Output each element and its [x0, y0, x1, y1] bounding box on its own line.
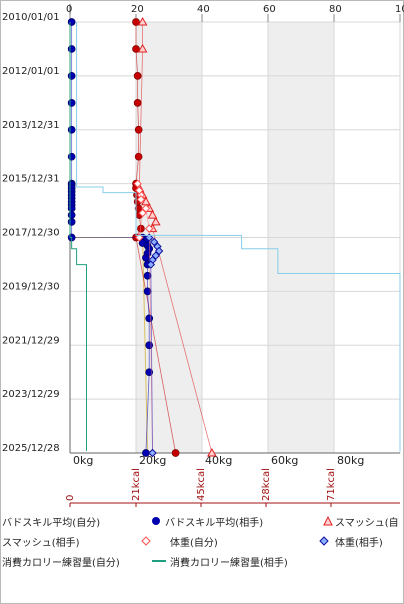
series-1-point-15	[67, 211, 76, 219]
legend-label: スマッシュ(自	[335, 518, 399, 529]
series-2-point-6	[147, 210, 158, 219]
legend-marker-line-green	[152, 555, 166, 570]
series-4-point-1	[135, 186, 144, 195]
series-1-point-2	[67, 72, 76, 80]
legend-label: スマッシュ(相手)	[2, 538, 80, 549]
date-tick-label-5: 2019/12/30	[2, 281, 60, 292]
series-0-point-2	[133, 72, 142, 80]
series-1-point-5	[67, 152, 76, 161]
series-5-point-3	[154, 246, 164, 256]
series-line-3	[140, 194, 153, 454]
top-tick-label-1: 20	[131, 4, 144, 15]
calorie-tick-label-2: 45kcal	[196, 468, 207, 501]
series-0-point-14	[171, 449, 180, 457]
date-tick-label-0: 2010/01/01	[2, 12, 60, 23]
series-1-point-16	[67, 218, 76, 226]
top-tick-label-2: 40	[197, 4, 210, 15]
legend-marker-diamond-open-red	[140, 535, 152, 550]
series-2-point-0	[137, 16, 148, 26]
date-tick-label-2: 2013/12/31	[2, 120, 60, 131]
series-3-point-1	[141, 204, 151, 213]
series-4-point-3	[138, 208, 147, 218]
series-1-point-14	[67, 204, 76, 213]
series-1-point-4	[67, 125, 76, 134]
series-0-point-3	[133, 99, 142, 107]
series-1-point-1	[67, 45, 76, 53]
calorie-tick-label-1: 21kcal	[131, 468, 142, 501]
series-1-point-24	[142, 253, 150, 262]
legend-label: 消費カロリー練習量(相手)	[170, 558, 288, 569]
series-4-point-2	[136, 195, 146, 204]
top-tick-label-0: 0	[66, 4, 72, 15]
weight-tick-label-3: 60kg	[271, 454, 298, 467]
weight-tick-label-2: 40kg	[205, 454, 232, 467]
series-3-point-2	[144, 224, 154, 233]
top-tick-label-5: 10	[395, 4, 404, 15]
series-5-point-7	[148, 448, 157, 458]
legend-label: バドスキル平均(相手)	[165, 518, 264, 529]
series-5-point-4	[151, 251, 161, 260]
top-tick-label-4: 80	[329, 4, 342, 15]
series-5-point-6	[146, 260, 156, 269]
calorie-tick-label-3: 28kcal	[261, 468, 272, 501]
series-0-point-0	[132, 18, 140, 26]
series-1-point-3	[67, 99, 76, 107]
date-tick-label-8: 2025/12/28	[2, 443, 60, 454]
calorie-tick-label-0: 0	[65, 495, 76, 501]
series-0-point-1	[132, 45, 140, 53]
weight-tick-label-0: 0kg	[73, 454, 93, 467]
legend-label: バドスキル平均(自分)	[2, 518, 101, 529]
series-5-point-0	[144, 233, 154, 242]
series-4-point-0	[133, 179, 142, 188]
top-tick-label-3: 60	[263, 4, 276, 15]
weight-tick-label-1: 20kg	[139, 454, 166, 467]
calorie-tick-label-4: 71kcal	[326, 468, 337, 501]
legend-marker-circle-blue	[150, 515, 162, 530]
date-tick-label-7: 2023/12/29	[2, 389, 60, 400]
date-tick-label-3: 2015/12/31	[2, 174, 60, 185]
legend-label: 体重(自分)	[170, 538, 218, 549]
legend-label: 消費カロリー練習量(自分)	[2, 558, 120, 569]
legend-marker-triangle-red	[322, 515, 334, 530]
date-tick-label-1: 2012/01/01	[2, 66, 60, 77]
legend-label: 体重(相手)	[335, 538, 383, 549]
series-5-point-1	[149, 237, 159, 247]
series-line-7	[69, 22, 87, 452]
series-1-point-0	[67, 18, 76, 26]
series-line-6	[76, 22, 401, 452]
date-tick-label-6: 2021/12/29	[2, 335, 60, 346]
series-0-point-5	[134, 152, 143, 161]
legend-marker-diamond-blue	[318, 535, 330, 550]
series-2-point-9	[207, 447, 217, 457]
date-tick-label-4: 2017/12/30	[2, 228, 60, 239]
series-2-point-1	[137, 43, 148, 53]
series-2-point-7	[150, 216, 161, 226]
weight-tick-label-4: 80kg	[337, 454, 364, 467]
